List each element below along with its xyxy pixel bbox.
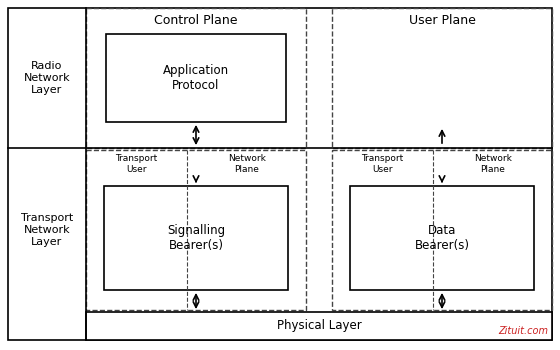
Bar — [332, 150, 552, 310]
Text: Radio
Network
Layer: Radio Network Layer — [24, 61, 71, 94]
Text: Physical Layer: Physical Layer — [277, 320, 361, 332]
Text: Control Plane: Control Plane — [154, 14, 238, 27]
Bar — [106, 34, 286, 122]
Text: Network
Plane: Network Plane — [474, 154, 511, 174]
Text: User Plane: User Plane — [409, 14, 475, 27]
Text: Transport
Network
Layer: Transport Network Layer — [21, 214, 73, 247]
Text: Application
Protocol: Application Protocol — [163, 64, 229, 92]
Text: Data
Bearer(s): Data Bearer(s) — [414, 224, 469, 252]
Text: Transport
User: Transport User — [361, 154, 404, 174]
Text: Network
Plane: Network Plane — [228, 154, 265, 174]
Bar — [332, 8, 552, 148]
Text: Transport
User: Transport User — [115, 154, 158, 174]
Text: Zituit.com: Zituit.com — [498, 326, 548, 336]
Bar — [86, 150, 306, 310]
Text: Signalling
Bearer(s): Signalling Bearer(s) — [167, 224, 225, 252]
Bar — [350, 186, 534, 290]
Bar — [104, 186, 288, 290]
Bar — [86, 8, 306, 148]
Bar — [86, 312, 552, 340]
